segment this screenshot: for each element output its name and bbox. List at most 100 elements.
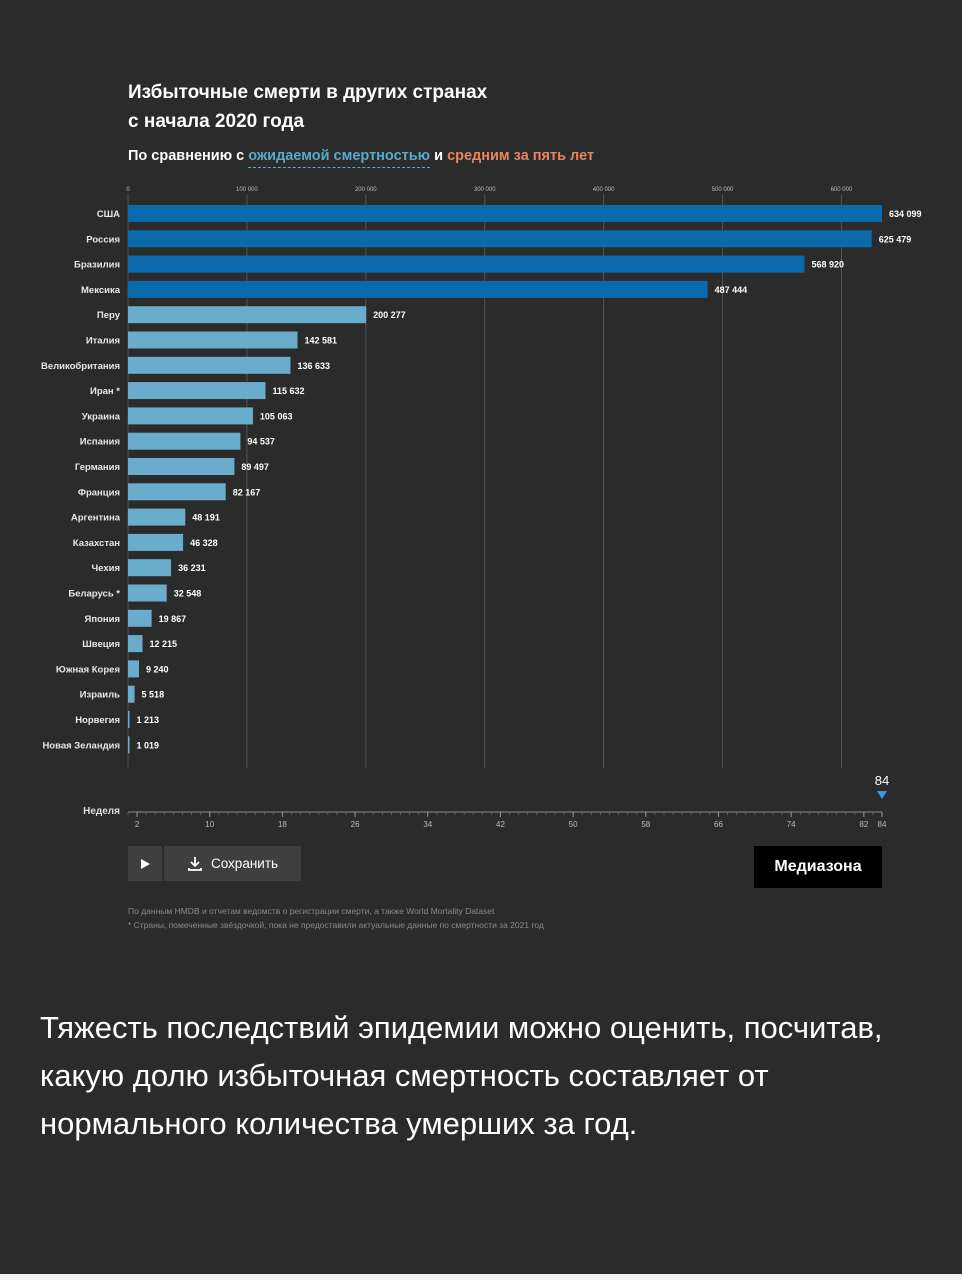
current-week-marker[interactable] (877, 791, 887, 799)
article-paragraph: Тяжесть последствий эпидемии можно оцени… (40, 1010, 883, 1141)
source-line2: * Страны, помеченные звёздочкой, пока не… (128, 920, 544, 930)
bar[interactable] (128, 458, 235, 475)
bar[interactable] (128, 432, 241, 450)
chart-subtitle: По сравнению с ожидаемой смертностью и с… (128, 148, 595, 168)
category-label: Бразилия (74, 260, 120, 271)
bar[interactable] (128, 736, 130, 754)
gridlines (127, 194, 842, 768)
bar[interactable] (128, 685, 135, 703)
value-label: 48 191 (192, 513, 220, 523)
bar[interactable] (128, 508, 186, 526)
timeline-tick-label: 2 (135, 820, 140, 829)
value-label: 32 548 (174, 589, 202, 599)
download-icon (188, 856, 202, 871)
value-label: 9 240 (146, 664, 169, 674)
category-label: Великобритания (41, 361, 120, 372)
value-label: 89 497 (241, 462, 269, 472)
category-label: Аргентина (71, 513, 121, 524)
category-label: Южная Корея (56, 664, 120, 675)
value-label: 487 444 (715, 285, 748, 295)
x-tick-label: 300 000 (474, 187, 496, 193)
bar[interactable] (128, 533, 184, 551)
value-label: 12 215 (150, 639, 178, 649)
value-label: 5 518 (142, 690, 165, 700)
category-label: Япония (85, 614, 121, 625)
subtitle-five-year-average: средним за пять лет (447, 148, 595, 164)
category-label: Казахстан (73, 538, 120, 549)
category-label: Норвегия (75, 715, 120, 726)
bar[interactable] (128, 483, 226, 501)
current-week-label: 84 (875, 773, 889, 788)
category-label: США (97, 209, 120, 220)
week-timeline[interactable]: Неделя 2 10 18 26 34 42 50 58 66 74 82 84 84 (0, 765, 962, 835)
value-label: 105 063 (260, 411, 293, 421)
bar[interactable] (128, 331, 298, 349)
subtitle-and: и (434, 148, 444, 164)
bar[interactable] (128, 356, 291, 374)
value-label: 625 479 (879, 234, 912, 244)
save-button[interactable]: Сохранить (164, 846, 301, 881)
category-label: Украина (82, 411, 121, 422)
x-tick-label: 0 (126, 187, 130, 193)
source-note: По данным HMDB и отчетам ведомств о реги… (128, 904, 544, 932)
value-label: 142 581 (305, 336, 338, 346)
category-label: Италия (86, 336, 120, 347)
bar[interactable] (128, 660, 139, 678)
bottom-divider (0, 1274, 962, 1280)
category-label: Испания (80, 437, 120, 448)
chart-title-line1: Избыточные смерти в других странах (128, 82, 488, 103)
category-label: Беларусь * (68, 589, 120, 600)
category-label: Мексика (81, 285, 121, 296)
bar[interactable] (128, 255, 805, 273)
x-tick-label: 100 000 (236, 187, 258, 193)
bar[interactable] (128, 205, 882, 222)
timeline-tick-label: 18 (278, 820, 287, 829)
x-tick-label: 500 000 (712, 187, 734, 193)
bar[interactable] (128, 407, 253, 425)
source-line1: По данным HMDB и отчетам ведомств о реги… (128, 906, 495, 916)
timeline-tick-label: 58 (641, 820, 650, 829)
category-label: Чехия (92, 563, 121, 574)
bar[interactable] (128, 230, 872, 248)
bar[interactable] (128, 280, 708, 298)
category-label: Германия (75, 462, 120, 473)
chart-title-line2: с начала 2020 года (128, 111, 305, 132)
category-label: Швеция (82, 639, 120, 650)
timeline-tick-label: 10 (205, 820, 214, 829)
category-label: Иран * (90, 386, 120, 397)
play-icon (141, 858, 150, 869)
x-tick-label: 400 000 (593, 187, 615, 193)
value-label: 568 920 (811, 260, 844, 270)
timeline-tick-label: 66 (714, 820, 723, 829)
value-label: 200 277 (373, 310, 406, 320)
value-label: 46 328 (190, 538, 218, 548)
bar-chart: 0 100 000 200 000 300 000 400 000 500 000 600 … (41, 187, 922, 768)
x-tick-label: 600 000 (831, 187, 853, 193)
mediazona-logo: Медиазона (754, 846, 882, 888)
value-label: 94 537 (247, 437, 275, 447)
play-button[interactable] (128, 846, 162, 881)
save-button-label: Сохранить (210, 856, 279, 871)
chart-title: Избыточные смерти в других странах с нач… (128, 78, 628, 136)
bar[interactable] (128, 559, 172, 577)
x-tick-label: 200 000 (355, 187, 377, 193)
bar[interactable] (128, 609, 152, 627)
timeline-tick-label: 84 (878, 820, 887, 829)
bar[interactable] (128, 635, 143, 653)
category-label: Израиль (80, 690, 121, 701)
value-label: 115 632 (272, 386, 304, 396)
bar[interactable] (128, 584, 167, 602)
bar[interactable] (128, 711, 130, 728)
subtitle-expected-mortality: ожидаемой смертностью (248, 148, 431, 168)
category-label: Россия (86, 234, 120, 245)
value-label: 1 019 (137, 740, 160, 750)
value-label: 634 099 (889, 209, 922, 219)
category-label: Перу (97, 310, 121, 321)
bar[interactable] (128, 382, 266, 400)
value-label: 136 633 (297, 361, 330, 371)
bar[interactable] (128, 306, 367, 324)
timeline-tick-label: 26 (351, 820, 360, 829)
category-label: Франция (78, 487, 120, 498)
subtitle-prefix: По сравнению с (128, 148, 245, 164)
timeline-tick-label: 34 (423, 820, 432, 829)
